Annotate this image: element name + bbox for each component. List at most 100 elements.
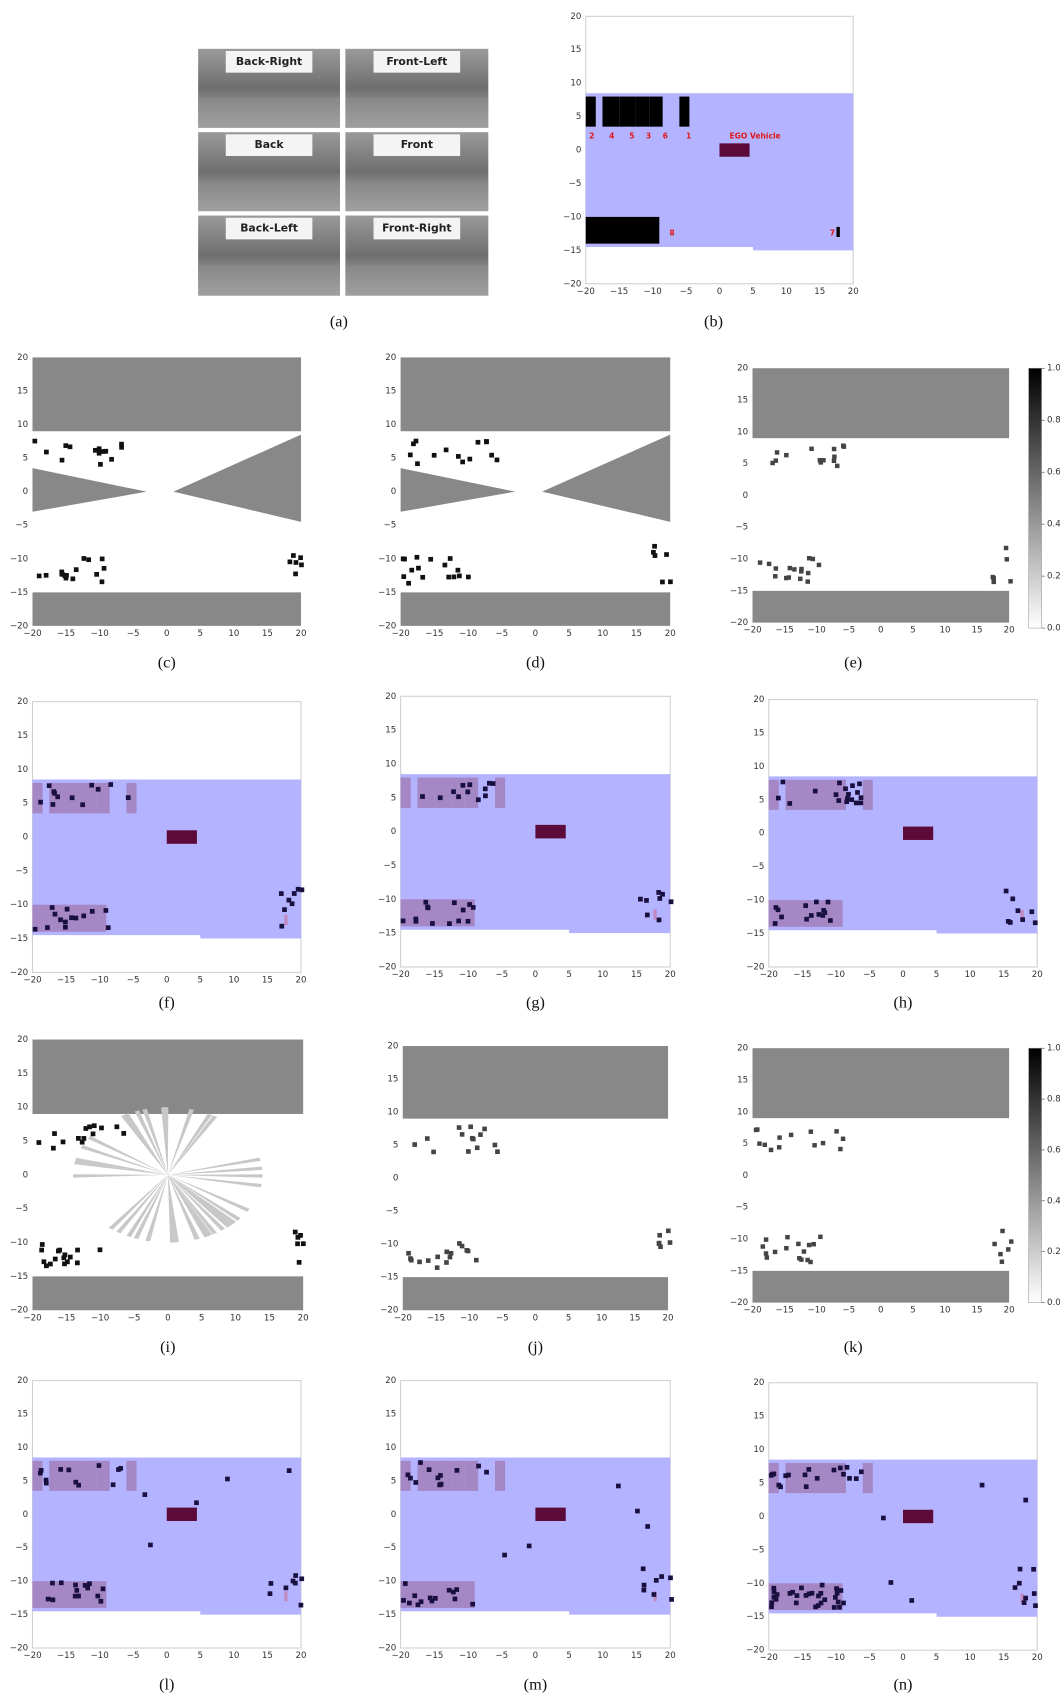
occupied-cell xyxy=(295,1241,300,1246)
occupied-cell xyxy=(44,1478,49,1483)
y-tick-label: −20 xyxy=(378,621,396,631)
occupied-cell xyxy=(805,579,809,583)
occupied-cell xyxy=(37,574,42,579)
caption: (h) xyxy=(894,994,913,1012)
y-tick-label: 5 xyxy=(391,793,397,803)
occupied-cell xyxy=(798,577,802,581)
colorbar-tick-label: 0.6 xyxy=(1047,468,1060,478)
occupied-cell xyxy=(806,1467,811,1472)
object-box xyxy=(802,780,819,810)
occupied-cell xyxy=(807,1243,811,1247)
occupied-cell xyxy=(57,1248,62,1253)
x-tick-label: 20 xyxy=(1032,1653,1043,1663)
occupied-cell xyxy=(76,1483,81,1488)
camera-road xyxy=(345,98,488,128)
y-tick-label: −15 xyxy=(746,929,764,939)
camera-label: Back-Left xyxy=(240,222,298,235)
x-tick-label: −15 xyxy=(57,629,75,639)
occupied-cell xyxy=(858,801,863,806)
x-tick-label: 20 xyxy=(298,1313,309,1323)
x-tick-label: 5 xyxy=(910,626,916,636)
occupied-cell xyxy=(460,460,465,465)
occupied-cell xyxy=(415,555,420,560)
occupied-cell xyxy=(466,575,471,580)
occupied-cell xyxy=(100,579,105,584)
occupied-cell xyxy=(652,1592,657,1597)
occupied-cell xyxy=(669,899,674,904)
x-tick-label: −5 xyxy=(127,1651,140,1661)
x-tick-label: 15 xyxy=(631,1651,642,1661)
y-tick-label: −10 xyxy=(746,1579,764,1589)
object-box xyxy=(649,97,662,127)
occupied-cell xyxy=(774,905,779,910)
y-tick-label: 20 xyxy=(17,1035,28,1045)
camera-label: Front-Left xyxy=(386,55,447,68)
figure: Back-RightFront-LeftBackFrontBack-LeftFr… xyxy=(0,0,1060,1699)
occupied-cell xyxy=(114,1124,119,1129)
camera-road xyxy=(198,265,340,295)
caption: (f) xyxy=(159,994,175,1012)
y-tick-label: −10 xyxy=(563,212,581,222)
occupied-cell xyxy=(792,567,796,571)
caption: (b) xyxy=(704,312,723,330)
y-tick-label: −15 xyxy=(378,1610,396,1620)
occupied-cell xyxy=(268,1591,273,1596)
occupied-cell xyxy=(774,566,778,570)
occupied-cell xyxy=(46,1597,51,1602)
occupied-cell xyxy=(769,1148,773,1152)
x-tick-label: 20 xyxy=(665,629,676,639)
occupied-cell xyxy=(854,1476,859,1481)
unknown-area xyxy=(401,592,671,626)
colorbar-tick-label: 0.8 xyxy=(1047,1095,1060,1105)
occupied-cell xyxy=(74,916,79,921)
occupied-cell xyxy=(789,1133,793,1137)
y-tick-label: −10 xyxy=(380,1240,398,1250)
y-tick-label: 10 xyxy=(17,1443,28,1453)
occupied-cell xyxy=(837,781,842,786)
occupied-cell xyxy=(93,448,98,453)
occupied-cell xyxy=(460,1244,465,1249)
y-tick-label: 10 xyxy=(385,759,396,769)
unknown-area xyxy=(32,1276,303,1310)
occupied-cell xyxy=(660,892,665,897)
occupied-cell xyxy=(89,783,94,788)
occupied-cell xyxy=(660,580,665,585)
y-tick-label: 15 xyxy=(753,1412,764,1422)
occupied-cell xyxy=(844,799,849,804)
occupied-cell xyxy=(58,917,63,922)
colorbar-tick-label: 1.0 xyxy=(1047,1044,1060,1054)
occupied-cell xyxy=(653,553,658,558)
occupied-cell xyxy=(279,924,284,929)
x-tick-label: −5 xyxy=(680,287,693,297)
occupied-cell xyxy=(483,786,488,791)
y-tick-label: −15 xyxy=(10,934,28,944)
x-tick-label: 15 xyxy=(631,629,642,639)
occupied-cell xyxy=(1013,1585,1018,1590)
occupied-cell xyxy=(456,454,461,459)
caption: (j) xyxy=(528,1338,543,1356)
occupied-cell xyxy=(754,1128,758,1132)
occupied-cell xyxy=(59,1580,64,1585)
occupied-cell xyxy=(444,1260,449,1265)
occupied-cell xyxy=(98,1247,103,1252)
x-tick-label: −15 xyxy=(793,970,811,980)
occupied-cell xyxy=(845,1465,850,1470)
occupied-cell xyxy=(474,1258,479,1263)
occupied-cell xyxy=(225,1477,230,1482)
occupied-cell xyxy=(645,1524,650,1529)
x-tick-label: −15 xyxy=(775,626,793,636)
occupied-cell xyxy=(75,1248,80,1253)
occupied-cell xyxy=(785,1235,789,1239)
occupied-cell xyxy=(834,792,839,797)
occupied-cell xyxy=(850,783,855,788)
unknown-area xyxy=(32,592,301,626)
occupied-cell xyxy=(447,921,452,926)
occupied-cell xyxy=(834,1586,839,1591)
caption: (n) xyxy=(894,1676,913,1694)
occupied-cell xyxy=(642,1583,647,1588)
occupied-cell xyxy=(992,1242,996,1246)
occupied-cell xyxy=(291,553,296,558)
occupied-cell xyxy=(425,1136,430,1141)
occupied-cell xyxy=(1023,1498,1028,1503)
y-tick-label: −5 xyxy=(15,866,28,876)
